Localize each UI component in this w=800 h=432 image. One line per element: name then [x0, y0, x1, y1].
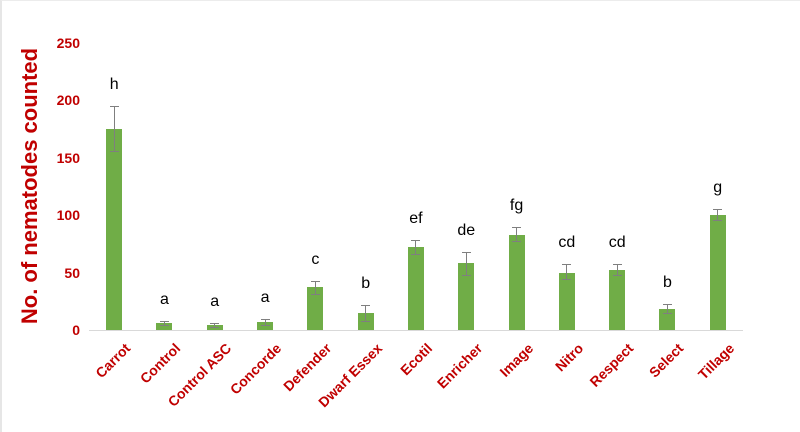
y-tick-label: 150 — [56, 149, 80, 166]
error-bar — [616, 264, 618, 275]
significance-letter: cd — [608, 234, 626, 252]
significance-letter: c — [311, 250, 320, 268]
error-bar-cap — [461, 251, 471, 253]
error-bar-cap — [109, 105, 119, 107]
error-bar — [465, 251, 467, 275]
significance-letter: a — [210, 293, 220, 311]
significance-letter: cd — [558, 234, 576, 252]
error-bar-cap — [612, 264, 622, 266]
error-bar-cap — [512, 226, 522, 228]
error-bar-cap — [411, 240, 421, 242]
error-bar-cap — [713, 219, 723, 221]
error-bar-cap — [713, 209, 723, 211]
y-axis-label: No. of nematodes counted — [17, 47, 42, 325]
error-bar — [666, 303, 668, 313]
error-bar — [113, 105, 115, 151]
error-bar-cap — [562, 264, 572, 266]
error-bar — [415, 240, 417, 255]
error-bar — [264, 318, 266, 326]
bar — [307, 287, 324, 330]
error-bar-cap — [361, 304, 371, 306]
y-tick-label: 200 — [56, 92, 80, 108]
y-tick-label: 100 — [56, 207, 80, 223]
bar — [659, 309, 676, 330]
error-bar-cap — [662, 303, 672, 305]
error-bar-cap — [159, 320, 169, 322]
error-bar-cap — [159, 325, 169, 327]
error-bar-cap — [361, 320, 371, 322]
significance-letter: de — [457, 221, 476, 239]
significance-letter: a — [260, 288, 270, 306]
error-bar — [314, 280, 316, 295]
error-bar-cap — [109, 150, 119, 152]
error-bar-cap — [210, 326, 220, 328]
error-bar-cap — [411, 254, 421, 256]
error-bar — [214, 323, 216, 327]
significance-letter: h — [109, 75, 119, 93]
error-bar — [566, 264, 568, 280]
bar — [156, 323, 173, 330]
significance-letter: g — [713, 179, 723, 197]
error-bar — [717, 209, 719, 220]
bar — [407, 247, 424, 330]
bar — [106, 128, 123, 330]
error-bar-cap — [260, 325, 270, 327]
significance-letter: fg — [509, 196, 524, 214]
bar — [458, 263, 475, 330]
bar — [558, 272, 575, 330]
error-bar-cap — [512, 241, 522, 243]
bar — [609, 270, 626, 330]
y-tick-label: 250 — [56, 34, 80, 51]
significance-letter: b — [662, 273, 672, 291]
significance-letter: ef — [409, 210, 423, 228]
error-bar-cap — [612, 274, 622, 276]
bar — [709, 215, 726, 330]
error-bar — [365, 304, 367, 321]
error-bar — [516, 226, 518, 242]
error-bar-cap — [210, 323, 220, 325]
error-bar — [163, 320, 165, 326]
significance-letter: b — [361, 274, 371, 292]
y-tick-label: 0 — [72, 322, 80, 338]
error-bar-cap — [260, 318, 270, 320]
error-bar-cap — [310, 280, 320, 282]
y-tick-label: 50 — [64, 264, 80, 281]
error-bar-cap — [310, 294, 320, 296]
error-bar-cap — [562, 279, 572, 281]
significance-letter: a — [159, 290, 169, 308]
error-bar-cap — [461, 274, 471, 276]
x-axis-line — [89, 330, 743, 331]
error-bar-cap — [662, 312, 672, 314]
bar — [508, 234, 525, 330]
